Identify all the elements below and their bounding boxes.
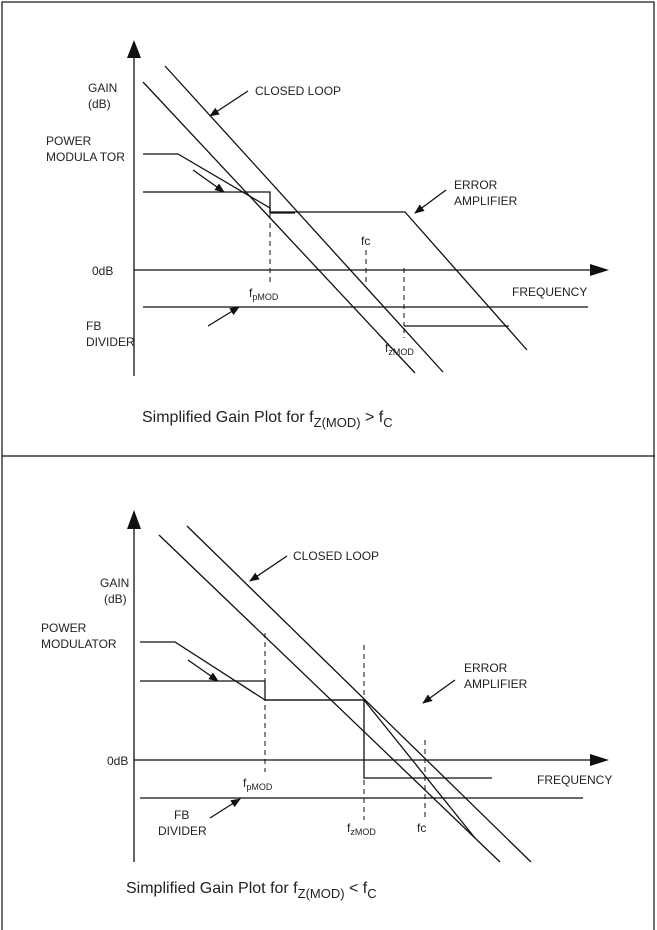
top-caption-text: Simplified Gain Plot for f <box>142 409 314 426</box>
bottom-fzmod-main: f <box>347 821 351 835</box>
top-closed-loop-pointer <box>209 90 249 117</box>
top-fpmod-sub: pMOD <box>252 292 279 302</box>
top-fpmod-label: fpMOD <box>249 286 279 302</box>
bottom-power-modulator-label-2: MODULATOR <box>41 637 117 651</box>
bottom-error-amplifier-label-2: AMPLIFIER <box>464 677 528 691</box>
bottom-closed-loop-line <box>186 525 532 863</box>
top-caption-sub2: C <box>383 415 392 430</box>
bottom-x-axis-arrow <box>590 754 609 766</box>
bottom-fzmod-sub: zMOD <box>350 827 376 837</box>
top-power-modulator-pointer <box>192 169 225 193</box>
bottom-fb-divider-label-2: DIVIDER <box>158 824 207 838</box>
bottom-caption-sub1: Z(MOD) <box>298 886 345 901</box>
bottom-closed-loop-line-2 <box>158 534 501 863</box>
bottom-y-axis-arrow <box>127 510 141 529</box>
bottom-caption: Simplified Gain Plot for fZ(MOD) < fC <box>126 880 377 901</box>
top-error-amplifier-pointer <box>414 189 447 214</box>
bottom-frequency-label: FREQUENCY <box>537 773 612 787</box>
top-fpmod-main: f <box>249 286 253 300</box>
bottom-closed-loop-label: CLOSED LOOP <box>293 549 379 563</box>
top-closed-loop-line-2 <box>142 81 416 374</box>
top-gain-plot: GAIN (dB) POWER MODULA TOR CLOSED LOOP E… <box>46 40 609 430</box>
bottom-fpmod-label: fpMOD <box>243 776 273 792</box>
top-power-modulator-label: POWER <box>46 134 92 148</box>
bottom-caption-text: Simplified Gain Plot for f <box>126 880 298 897</box>
top-caption-sub1: Z(MOD) <box>314 415 361 430</box>
top-power-modulator-label-2: MODULA TOR <box>46 150 125 164</box>
bottom-caption-op: < f <box>345 880 368 897</box>
top-fzmod-label: fzMOD <box>385 341 414 357</box>
top-closed-loop-line <box>164 65 444 373</box>
top-fb-divider-pointer <box>207 306 240 327</box>
bottom-fpmod-sub: pMOD <box>246 782 273 792</box>
bottom-error-amplifier-pointer <box>422 679 456 704</box>
top-error-amplifier-label: ERROR <box>454 178 498 192</box>
top-fb-divider-label-2: DIVIDER <box>86 335 135 349</box>
top-fc-label: fc <box>361 234 370 248</box>
bottom-fb-divider-label: FB <box>174 808 189 822</box>
top-error-amplifier-curve <box>143 191 528 351</box>
top-gain-label: GAIN <box>88 81 117 95</box>
bottom-gain-unit: (dB) <box>104 592 127 606</box>
top-error-amplifier-label-2: AMPLIFIER <box>454 194 518 208</box>
bottom-zero-db-label: 0dB <box>107 754 128 768</box>
bottom-power-modulator-label: POWER <box>41 621 87 635</box>
bottom-closed-loop-pointer <box>249 555 288 582</box>
top-x-axis-arrow <box>590 264 609 276</box>
bottom-fc-label: fc <box>417 821 426 835</box>
bottom-gain-plot: GAIN (dB) POWER MODULATOR CLOSED LOOP ER… <box>41 510 612 901</box>
top-caption-op: > f <box>361 409 384 426</box>
top-zero-db-label: 0dB <box>92 264 113 278</box>
bottom-fb-divider-pointer <box>209 798 241 819</box>
top-fzmod-main: f <box>385 341 389 355</box>
top-fb-divider-label: FB <box>86 319 101 333</box>
bottom-error-amplifier-label: ERROR <box>464 661 508 675</box>
bottom-fpmod-main: f <box>243 776 247 790</box>
top-caption: Simplified Gain Plot for fZ(MOD) > fC <box>142 409 393 430</box>
top-y-axis-arrow <box>127 40 141 58</box>
top-closed-loop-label: CLOSED LOOP <box>255 84 341 98</box>
bottom-caption-sub2: C <box>367 886 376 901</box>
bottom-gain-label: GAIN <box>100 576 129 590</box>
bottom-fzmod-label: fzMOD <box>347 821 376 837</box>
top-frequency-label: FREQUENCY <box>512 285 587 299</box>
bottom-power-modulator-curve <box>140 641 492 779</box>
top-fzmod-sub: zMOD <box>388 347 414 357</box>
top-gain-unit: (dB) <box>88 97 111 111</box>
bottom-power-modulator-pointer <box>187 659 219 682</box>
